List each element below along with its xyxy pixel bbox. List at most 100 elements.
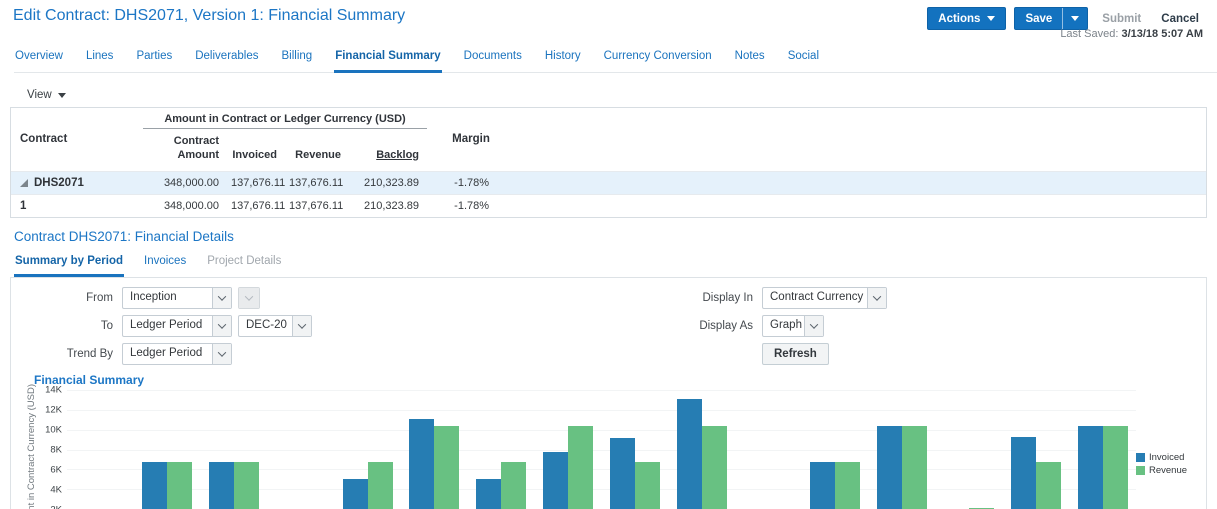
actions-button[interactable]: Actions: [927, 7, 1006, 30]
last-saved-status: Last Saved: 3/13/18 5:07 AM: [1060, 28, 1203, 40]
tab-social[interactable]: Social: [787, 46, 820, 72]
to-type-select-value: Ledger Period: [123, 316, 212, 336]
y-axis-title: Amount in Contract Currency (USD): [24, 390, 39, 509]
bar-revenue-nov-19[interactable]: [635, 462, 660, 509]
tab-history[interactable]: History: [544, 46, 582, 72]
bar-group-apr-18: [134, 390, 201, 509]
tab-currency-conversion[interactable]: Currency Conversion: [603, 46, 713, 72]
trend-by-select[interactable]: Ledger Period: [122, 343, 232, 365]
chevron-down-icon: [58, 93, 66, 98]
bar-revenue-dec-19[interactable]: [702, 426, 727, 509]
column-header-contract-amount[interactable]: Contract Amount: [143, 129, 227, 172]
bar-revenue-sep-19[interactable]: [501, 462, 526, 509]
main-tab-bar: Overview Lines Parties Deliverables Bill…: [14, 46, 1217, 73]
tab-deliverables[interactable]: Deliverables: [194, 46, 259, 72]
y-tick-label: 14K: [45, 385, 62, 396]
display-as-select-value: Graph: [763, 316, 804, 336]
tab-overview[interactable]: Overview: [14, 46, 64, 72]
header-buttons: Actions Save Submit Cancel: [927, 7, 1205, 30]
bar-group-jan-19: [735, 390, 802, 509]
tab-parties[interactable]: Parties: [135, 46, 173, 72]
last-saved-value: 3/13/18 5:07 AM: [1121, 28, 1203, 40]
display-in-select[interactable]: Contract Currency: [762, 287, 887, 309]
legend-item-invoiced: Invoiced: [1136, 452, 1200, 463]
subtab-invoices[interactable]: Invoices: [143, 253, 187, 277]
cancel-button[interactable]: Cancel: [1155, 9, 1205, 29]
display-in-select-value: Contract Currency: [763, 288, 867, 308]
y-tick-label: 4K: [50, 485, 62, 496]
bar-group-aug-19: [401, 390, 468, 509]
bar-revenue-may-18[interactable]: [234, 462, 259, 509]
cell-contract-amount: 348,000.00: [143, 171, 227, 194]
refresh-button[interactable]: Refresh: [762, 343, 829, 365]
chevron-down-icon[interactable]: [212, 316, 231, 336]
tab-notes[interactable]: Notes: [734, 46, 766, 72]
bar-invoiced-may-18[interactable]: [209, 462, 234, 509]
summary-by-period-panel: From Inception To Ledger Period DEC-20: [10, 277, 1207, 509]
bar-invoiced-feb-19[interactable]: [810, 462, 835, 509]
chevron-down-icon[interactable]: [804, 316, 823, 336]
page-title: Edit Contract: DHS2071, Version 1: Finan…: [13, 7, 405, 25]
to-type-select[interactable]: Ledger Period: [122, 315, 232, 337]
bar-revenue-oct-19[interactable]: [568, 426, 593, 509]
cell-backlog: 210,323.89: [349, 194, 427, 217]
save-button[interactable]: Save: [1015, 8, 1062, 29]
display-as-select[interactable]: Graph: [762, 315, 824, 337]
from-select[interactable]: Inception: [122, 287, 232, 309]
chevron-down-icon: [987, 16, 995, 21]
tab-financial-summary[interactable]: Financial Summary: [334, 46, 441, 73]
y-axis-ticks: 0K2K4K6K8K10K12K14K: [39, 390, 67, 509]
bar-invoiced-may-19[interactable]: [1011, 437, 1036, 509]
tab-lines[interactable]: Lines: [85, 46, 115, 72]
cell-invoiced: 137,676.11: [227, 171, 285, 194]
cell-contract-amount: 348,000.00: [143, 194, 227, 217]
bar-invoiced-jul-19[interactable]: [343, 479, 368, 509]
table-row-dhs2071[interactable]: DHS2071 348,000.00 137,676.11 137,676.11…: [11, 171, 1206, 194]
chevron-down-icon[interactable]: [212, 288, 231, 308]
table-row-line-1[interactable]: 1 348,000.00 137,676.11 137,676.11 210,3…: [11, 194, 1206, 217]
bar-invoiced-nov-19[interactable]: [610, 438, 635, 509]
bar-group-nov-19: [602, 390, 669, 509]
bar-group-apr-19: [936, 390, 1003, 509]
bar-invoiced-dec-19[interactable]: [677, 399, 702, 509]
trend-by-select-value: Ledger Period: [123, 344, 212, 364]
bar-group-jul-19: [334, 390, 401, 509]
view-menu-button[interactable]: View: [27, 89, 66, 101]
column-header-backlog[interactable]: Backlog: [349, 129, 427, 172]
chevron-down-icon[interactable]: [867, 288, 886, 308]
subtab-summary-by-period[interactable]: Summary by Period: [14, 253, 124, 277]
bar-revenue-feb-19[interactable]: [835, 462, 860, 509]
details-tab-bar: Summary by Period Invoices Project Detai…: [14, 253, 1217, 277]
bar-revenue-apr-18[interactable]: [167, 462, 192, 509]
bar-revenue-aug-19[interactable]: [434, 426, 459, 509]
bar-invoiced-sep-19[interactable]: [476, 479, 501, 509]
bar-revenue-jun-19[interactable]: [1103, 426, 1128, 509]
tab-documents[interactable]: Documents: [463, 46, 523, 72]
column-header-revenue[interactable]: Revenue: [285, 129, 349, 172]
tab-billing[interactable]: Billing: [281, 46, 314, 72]
bar-group-feb-19: [802, 390, 869, 509]
bar-invoiced-mar-19[interactable]: [877, 426, 902, 509]
chart-plot: [67, 390, 1136, 509]
chevron-down-icon[interactable]: [292, 316, 311, 336]
bar-revenue-mar-19[interactable]: [902, 426, 927, 509]
column-header-invoiced[interactable]: Invoiced: [227, 129, 285, 172]
bar-invoiced-jun-19[interactable]: [1078, 426, 1103, 509]
collapse-node-icon[interactable]: [20, 179, 28, 187]
trend-by-label: Trend By: [25, 348, 113, 360]
to-period-select[interactable]: DEC-20: [238, 315, 312, 337]
bar-revenue-jul-19[interactable]: [368, 462, 393, 509]
bar-revenue-may-19[interactable]: [1036, 462, 1061, 509]
column-header-contract[interactable]: Contract: [11, 108, 143, 171]
bar-invoiced-oct-19[interactable]: [543, 452, 568, 509]
filters-form: From Inception To Ledger Period DEC-20: [11, 278, 1206, 373]
column-header-margin[interactable]: Margin: [427, 108, 515, 171]
contract-summary-table: Contract Amount in Contract or Ledger Cu…: [10, 107, 1207, 218]
submit-button[interactable]: Submit: [1096, 9, 1147, 29]
bar-invoiced-aug-19[interactable]: [409, 419, 434, 509]
save-dropdown-button[interactable]: [1062, 8, 1087, 29]
legend-swatch-icon: [1136, 466, 1145, 475]
bar-invoiced-apr-18[interactable]: [142, 462, 167, 509]
chevron-down-icon[interactable]: [212, 344, 231, 364]
title-bar: Edit Contract: DHS2071, Version 1: Finan…: [0, 0, 1217, 30]
